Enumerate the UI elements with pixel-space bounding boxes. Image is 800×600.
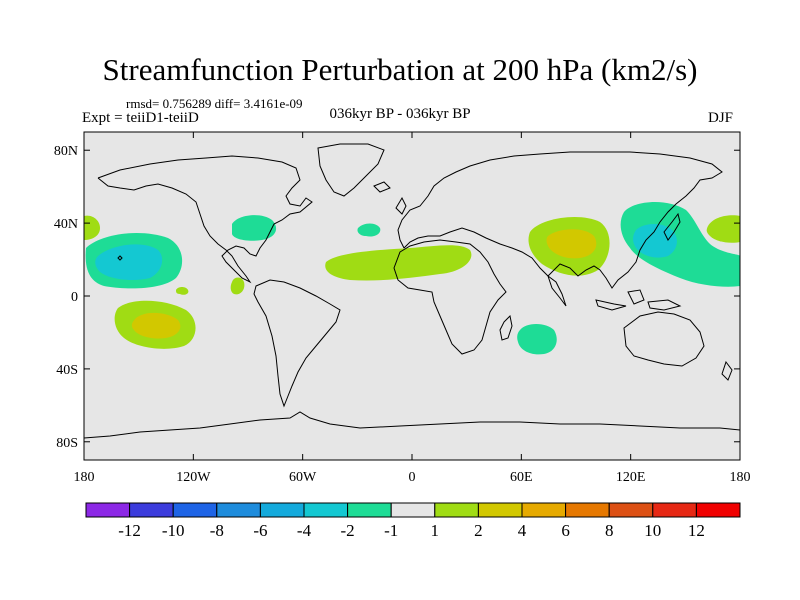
x-axis-label: 60W [289, 470, 317, 485]
colorbar-label: 2 [474, 521, 483, 540]
y-axis-label: 40N [54, 217, 78, 232]
experiment-label: Expt = teiiD1-teiiD [82, 110, 199, 126]
y-axis-label: 40S [56, 363, 78, 378]
colorbar-box [303, 502, 349, 518]
x-axis-label: 180 [730, 470, 751, 485]
coast-south-america [253, 279, 341, 408]
coastlines [84, 143, 740, 439]
colorbar-label: 8 [605, 521, 614, 540]
colorbar-label: -6 [253, 521, 267, 540]
coast-eurasia [397, 151, 723, 289]
colorbar-box [347, 502, 392, 518]
coast-indonesia-2 [627, 289, 645, 305]
colorbar-label: -8 [210, 521, 224, 540]
anomaly-eastern-us [232, 215, 277, 241]
coast-japan [663, 212, 681, 241]
coast-indonesia-3 [647, 299, 682, 311]
anomaly-japan-nw-pacific-inner [633, 224, 677, 258]
colorbar-box [608, 502, 654, 518]
colorbar-box [434, 502, 479, 518]
colorbar-box [390, 502, 436, 518]
anomaly-southern-africa [517, 324, 557, 355]
colorbar-box [521, 502, 567, 518]
coast-australia [623, 311, 705, 367]
coast-hawaii [117, 255, 123, 261]
anomaly-contours [84, 201, 740, 355]
colorbar-box [85, 502, 131, 518]
colorbar-label: -2 [341, 521, 355, 540]
coast-uk [395, 196, 407, 215]
y-axis-label: 0 [71, 290, 78, 305]
colorbar-box [129, 502, 174, 518]
colorbar-box [477, 502, 523, 518]
colorbar-box [652, 502, 697, 518]
coast-new-zealand [721, 360, 733, 381]
coast-greenland [317, 143, 385, 197]
anomaly-tiny-positive [176, 287, 189, 295]
coast-iceland [373, 181, 391, 193]
coast-north-america [97, 155, 313, 284]
coast-africa [393, 239, 507, 355]
anomaly-tibet-inner [546, 229, 597, 259]
chart-title: Streamfunction Perturbation at 200 hPa (… [102, 52, 698, 87]
anomaly-north-atlantic-sahara [325, 245, 472, 281]
colorbar-label: -1 [384, 521, 398, 540]
y-axis-labels: 80N 40N 0 40S 80S [54, 144, 78, 451]
colorbar-label: 10 [644, 521, 661, 540]
x-axis-label: 180 [74, 470, 95, 485]
anomaly-dateline-north-pacific-west [84, 215, 100, 240]
colorbar-labels: -12 -10 -8 -6 -4 -2 -1 1 2 4 6 8 10 12 [118, 521, 705, 540]
anomaly-central-north-pacific-inner [95, 244, 163, 280]
x-axis-label: 120W [176, 470, 211, 485]
colorbar-box [259, 502, 305, 518]
anomaly-canary-patch [357, 223, 381, 237]
anomaly-japan-nw-pacific-outer [620, 201, 740, 287]
rmsd-diff-stats: rmsd= 0.756289 diff= 3.4161e-09 [126, 96, 303, 111]
x-axis-label: 120E [616, 470, 646, 485]
map-panel [83, 131, 741, 461]
y-axis-label: 80N [54, 144, 78, 159]
anomaly-south-pacific-inner [131, 312, 181, 339]
x-axis-label: 60E [510, 470, 533, 485]
season-label: DJF [708, 110, 734, 126]
colorbar-label: 12 [688, 521, 705, 540]
colorbar-label: -12 [118, 521, 141, 540]
colorbar-label: 4 [518, 521, 527, 540]
coast-madagascar [499, 314, 513, 341]
colorbar-label: 1 [431, 521, 440, 540]
colorbar-label: -10 [162, 521, 185, 540]
colorbar-box [216, 502, 261, 518]
coast-indonesia-1 [595, 299, 627, 311]
x-axis-label: 0 [409, 470, 416, 485]
colorbar-box [695, 502, 741, 518]
colorbar-box [565, 502, 610, 518]
anomaly-mexico-pacific [230, 277, 245, 295]
colorbar [85, 502, 741, 518]
colorbar-label: 6 [561, 521, 570, 540]
period-label: 036kyr BP - 036kyr BP [329, 106, 471, 122]
x-axis-labels: 180 120W 60W 0 60E 120E 180 [74, 470, 751, 485]
map-background [84, 132, 740, 460]
coast-antarctica [84, 411, 740, 439]
anomaly-dateline-north-pacific-east [706, 215, 740, 243]
axis-ticks [83, 132, 741, 460]
colorbar-label: -4 [297, 521, 312, 540]
y-axis-label: 80S [56, 436, 78, 451]
coast-india [547, 275, 567, 307]
colorbar-box [172, 502, 218, 518]
